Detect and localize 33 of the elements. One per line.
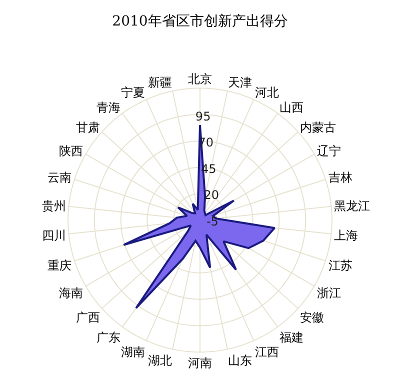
- spoke-label: 安徽: [300, 310, 324, 325]
- y-tick-label: 95: [195, 109, 211, 124]
- spoke-label: 四川: [42, 228, 66, 243]
- spoke-label: 内蒙古: [300, 120, 336, 134]
- chart-title: 2010年省区市创新产出得分: [112, 13, 288, 30]
- spoke-label: 陕西: [59, 144, 84, 158]
- spoke-label: 新疆: [148, 76, 172, 90]
- spoke-label: 山东: [228, 354, 252, 368]
- spoke-label: 浙江: [316, 286, 341, 300]
- spoke-label: 天津: [228, 76, 252, 90]
- spoke-label: 上海: [334, 228, 358, 243]
- spoke-label: 湖北: [148, 354, 172, 368]
- spoke-label: 湖南: [121, 345, 146, 360]
- spoke-label: 云南: [48, 170, 72, 185]
- spoke-label: 江西: [254, 345, 279, 360]
- spoke-label: 辽宁: [316, 144, 341, 158]
- spoke-label: 河北: [254, 85, 279, 100]
- spoke-label: 广西: [76, 310, 100, 325]
- spoke-label: 重庆: [48, 258, 72, 273]
- spoke-label: 青海: [96, 100, 121, 115]
- spoke-label: 贵州: [42, 198, 66, 213]
- spoke-label: 黑龙江: [334, 198, 370, 213]
- spoke-label: 宁夏: [121, 85, 146, 100]
- spoke-label: 甘肃: [76, 120, 100, 134]
- spoke-label: 海南: [59, 286, 84, 300]
- spoke-label: 江苏: [328, 258, 352, 273]
- spoke-label: 吉林: [328, 170, 352, 185]
- spoke-label: 山西: [279, 100, 304, 115]
- spoke-label: 北京: [188, 72, 212, 86]
- spoke-label: 福建: [279, 330, 304, 344]
- spoke-label: 广东: [96, 330, 121, 344]
- y-tick-label: -5: [206, 214, 218, 228]
- spoke-label: 河南: [188, 356, 212, 370]
